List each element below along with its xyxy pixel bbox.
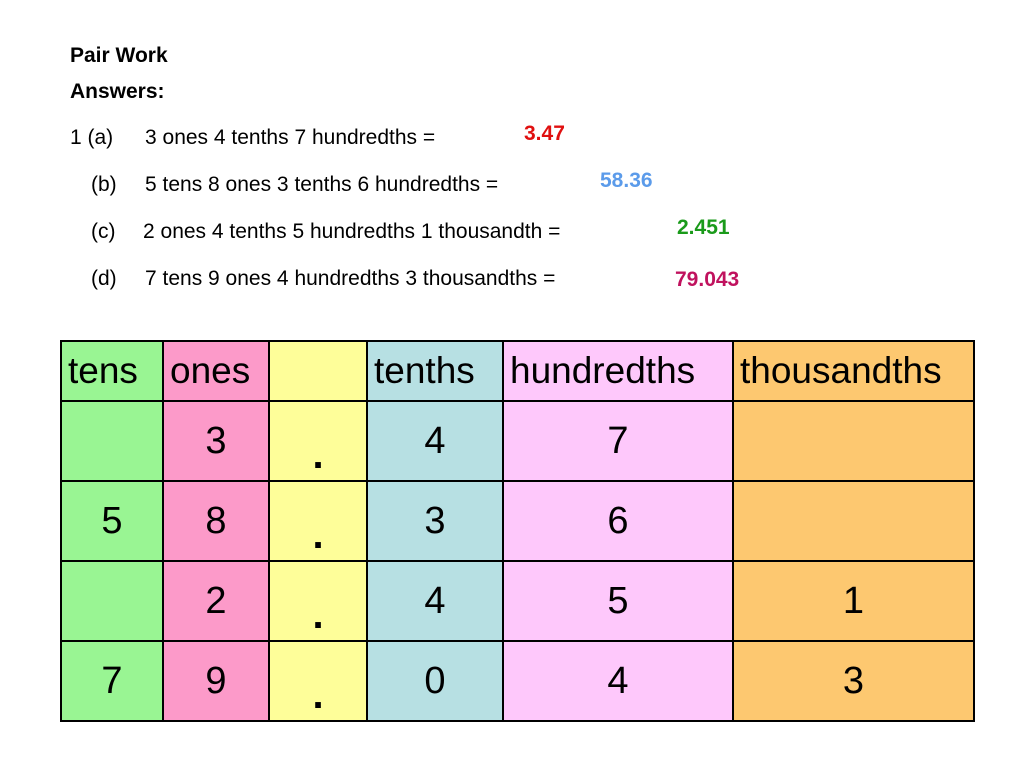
table-row: 3 . 4 7	[60, 400, 975, 482]
question-label-d: (d)	[91, 267, 117, 290]
cell-decimal-point: .	[312, 432, 324, 477]
cell-hundredths: 7	[502, 400, 734, 482]
cell-tenths: 0	[366, 640, 504, 722]
header-tens: tens	[60, 340, 164, 402]
page-subtitle: Answers:	[70, 80, 165, 103]
cell-thousandths: 3	[732, 640, 975, 722]
question-text-a: 3 ones 4 tenths 7 hundredths =	[145, 126, 436, 149]
cell-decimal-point: .	[312, 672, 324, 717]
cell-hundredths: 5	[502, 560, 734, 642]
cell-ones: 9	[162, 640, 270, 722]
cell-thousandths	[732, 400, 975, 482]
cell-tens: 7	[60, 640, 164, 722]
cell-tenths: 4	[366, 400, 504, 482]
cell-ones: 3	[162, 400, 270, 482]
answer-c: 2.451	[677, 216, 730, 239]
cell-thousandths	[732, 480, 975, 562]
cell-tenths: 3	[366, 480, 504, 562]
cell-tenths: 4	[366, 560, 504, 642]
answer-a: 3.47	[524, 122, 565, 145]
table-row: 7 9 . 0 4 3	[60, 640, 975, 722]
cell-tens	[60, 560, 164, 642]
cell-ones: 2	[162, 560, 270, 642]
table-row: 5 8 . 3 6	[60, 480, 975, 562]
cell-thousandths: 1	[732, 560, 975, 642]
cell-tens	[60, 400, 164, 482]
answer-d: 79.043	[675, 268, 740, 291]
header-tenths: tenths	[366, 340, 504, 402]
header-hundredths: hundredths	[502, 340, 734, 402]
cell-ones: 8	[162, 480, 270, 562]
cell-decimal-point: .	[312, 512, 324, 557]
cell-hundredths: 6	[502, 480, 734, 562]
answer-b: 58.36	[600, 169, 653, 192]
table-row: 2 . 4 5 1	[60, 560, 975, 642]
question-text-c: 2 ones 4 tenths 5 hundredths 1 thousandt…	[143, 220, 561, 243]
page-title: Pair Work	[70, 44, 168, 67]
header-thousandths: thousandths	[732, 340, 975, 402]
cell-tens: 5	[60, 480, 164, 562]
question-text-b: 5 tens 8 ones 3 tenths 6 hundredths =	[145, 173, 499, 196]
cell-hundredths: 4	[502, 640, 734, 722]
header-decimal-point	[268, 340, 368, 402]
question-text-d: 7 tens 9 ones 4 hundredths 3 thousandths…	[145, 267, 556, 290]
question-label-c: (c)	[91, 220, 116, 243]
place-value-table: tens ones tenths hundredths thousandths …	[60, 340, 975, 722]
cell-decimal-point: .	[312, 592, 324, 637]
question-label-b: (b)	[91, 173, 117, 196]
table-header-row: tens ones tenths hundredths thousandths	[60, 340, 975, 402]
header-ones: ones	[162, 340, 270, 402]
question-label-a: 1 (a)	[70, 126, 114, 149]
